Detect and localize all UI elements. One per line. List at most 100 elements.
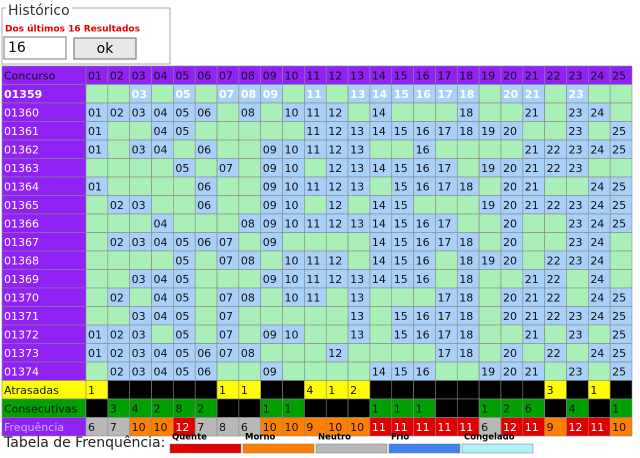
result-number: 17 [437,180,451,193]
result-cell [435,195,458,215]
result-cell [304,306,327,326]
result-cell [456,139,480,159]
result-number: 15 [394,365,408,378]
result-cell [85,250,109,270]
result-number: 12 [328,143,342,156]
result-number: 20 [503,125,517,138]
atrasadas-cell [151,380,174,400]
result-cell [435,361,458,381]
ok-button[interactable] [73,37,137,60]
consecutivas-cell [347,398,371,418]
result-number: 20 [503,199,517,212]
row-label: 01364 [4,180,39,193]
result-number: 06 [197,236,211,249]
result-number: 06 [197,365,211,378]
frequencia-value: 6 [481,421,488,434]
result-cell [544,176,567,196]
result-number: 22 [547,273,561,286]
result-number: 21 [525,328,539,341]
result-cell [325,306,349,326]
result-number: 05 [175,347,189,360]
ok-button-label[interactable]: ok [97,41,115,57]
frequencia-value: 11 [372,421,386,434]
result-cell [369,176,393,196]
atrasadas-value: 1 [88,384,95,397]
result-cell [151,250,174,270]
frequencia-value: 10 [328,421,342,434]
consecutivas-value: 6 [525,402,532,415]
result-number: 08 [241,291,255,304]
result-number: 23 [568,217,582,230]
result-number: 20 [503,217,517,230]
frequencia-value: 9 [306,421,313,434]
result-number: 03 [132,143,146,156]
result-cell [500,324,524,344]
result-cell [566,287,589,307]
result-cell [85,84,109,104]
consecutivas-cell [325,398,349,418]
result-cell [85,306,109,326]
input-box[interactable] [3,36,67,60]
result-cell [544,324,567,344]
result-cell [238,361,262,381]
result-number: 15 [394,199,408,212]
frequencia-value: 10 [154,421,168,434]
result-cell [260,250,283,270]
result-number: 02 [110,347,124,360]
result-number: 24 [590,217,604,230]
result-number: 21 [525,143,539,156]
result-cell [216,269,240,289]
result-number: 09 [263,88,278,101]
row-label: 01373 [4,347,39,360]
consecutivas-value: 1 [481,402,488,415]
consecutivas-cell [85,398,109,418]
consecutivas-cell [216,398,240,418]
result-number: 23 [568,254,582,267]
result-cell [544,84,567,104]
result-cell [609,102,633,122]
result-cell [238,232,262,252]
row-label: 01362 [4,143,39,156]
consecutivas-value: 3 [110,402,117,415]
header-label: 19 [481,69,495,82]
result-number: 03 [132,273,146,286]
result-number: 19 [481,365,495,378]
atrasadas-value: 1 [219,384,226,397]
header-label: 11 [306,69,320,82]
result-cell [85,269,109,289]
result-cell [413,343,436,363]
result-number: 24 [590,106,604,119]
result-cell [478,343,502,363]
result-number: 17 [437,347,451,360]
result-number: 07 [219,88,234,101]
result-cell [566,269,589,289]
result-number: 16 [416,310,430,323]
result-cell [304,195,327,215]
consecutivas-label: Consecutivas [4,402,78,415]
header-label: 15 [394,69,408,82]
consecutivas-value: 1 [612,402,619,415]
result-number: 02 [110,199,124,212]
result-number: 17 [437,291,451,304]
legend-swatch [169,443,242,454]
row-label: 01370 [4,291,39,304]
result-number: 14 [372,273,386,286]
result-cell [238,306,262,326]
result-cell [85,158,109,178]
result-number: 02 [110,365,124,378]
result-number: 03 [132,310,146,323]
result-cell [282,343,305,363]
result-number: 24 [590,273,604,286]
result-number: 18 [459,347,473,360]
result-number: 14 [372,217,386,230]
consecutivas-cell [304,398,327,418]
result-number: 10 [285,180,299,193]
result-number: 17 [437,310,451,323]
input-value[interactable]: 16 [8,40,26,56]
header-label: 18 [459,69,473,82]
result-number: 14 [372,162,386,175]
result-cell [216,121,240,141]
frequencia-value: 10 [285,421,299,434]
result-cell [85,213,109,233]
legend-swatch [315,443,388,454]
